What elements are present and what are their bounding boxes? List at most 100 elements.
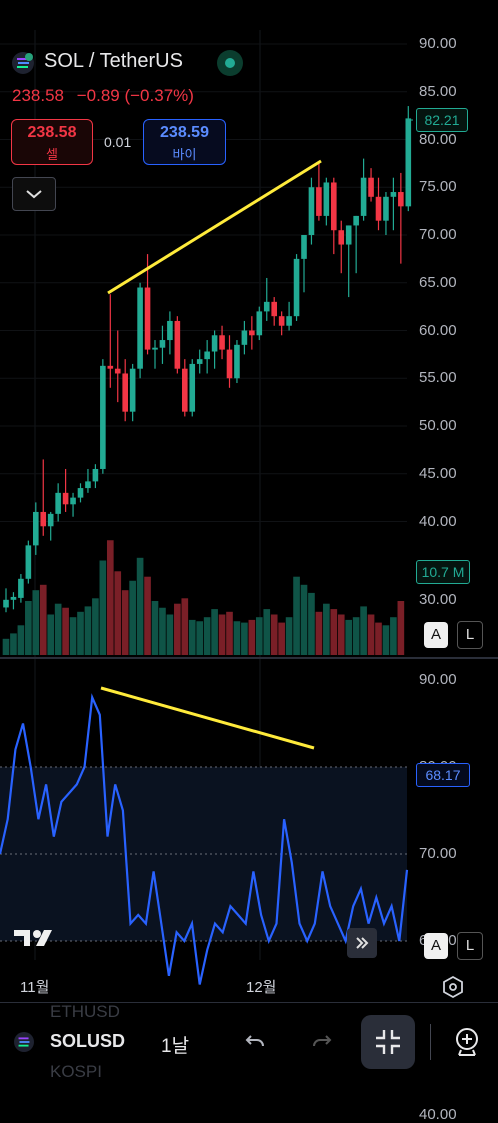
volume-bar <box>159 607 166 655</box>
candle <box>100 359 106 474</box>
candle <box>390 177 397 231</box>
price-axis-tick: 30.00 <box>419 590 457 608</box>
sell-button[interactable]: 238.58 셀 <box>11 119 93 165</box>
redo-button[interactable] <box>311 1032 333 1057</box>
volume-bar <box>255 617 263 655</box>
volume-bar <box>285 617 293 655</box>
price-axis-tick: 65.00 <box>419 273 457 291</box>
candle <box>40 459 47 536</box>
volume-bar <box>114 571 122 655</box>
candle <box>174 316 181 374</box>
volume-bar <box>323 603 330 655</box>
candle <box>107 294 114 388</box>
volume-bar <box>337 614 345 655</box>
double-chevron-right-icon <box>356 937 369 949</box>
candle <box>271 297 277 326</box>
volume-bar <box>248 619 256 655</box>
candle <box>189 359 196 417</box>
sell-label: 셀 <box>46 147 58 162</box>
symbol-picker-next[interactable]: KOSPI <box>50 1062 102 1081</box>
rsi-log-scale-button[interactable]: L <box>457 932 483 960</box>
last-price: 238.58 <box>12 86 64 105</box>
volume-bar <box>211 609 218 655</box>
toolbar-divider <box>430 1024 431 1060</box>
candle <box>278 311 285 336</box>
sell-price: 238.58 <box>27 124 77 141</box>
price-axis-tick: 85.00 <box>419 82 457 100</box>
candle <box>256 306 263 341</box>
volume-bar <box>174 603 181 655</box>
volume-bar <box>226 611 233 655</box>
candle <box>375 177 382 231</box>
chart-settings-button[interactable] <box>441 975 465 1004</box>
rsi-trendline[interactable] <box>100 686 315 750</box>
volume-bars <box>2 540 405 655</box>
rsi-axis-tick: 90.00 <box>419 671 457 688</box>
exit-fullscreen-button[interactable] <box>361 1015 415 1069</box>
candle <box>353 215 359 274</box>
price-auto-scale-button[interactable]: A <box>424 622 448 648</box>
symbol-picker-prev[interactable]: ETHUSD <box>50 1002 120 1021</box>
candle <box>211 330 218 369</box>
candle <box>152 340 158 369</box>
candle <box>182 359 188 417</box>
price-axis-tick: 60.00 <box>419 321 457 339</box>
volume-badge: 10.7 M <box>416 560 470 584</box>
hexagon-settings-icon <box>443 975 463 999</box>
rsi-auto-scale-button[interactable]: A <box>424 933 448 959</box>
undo-button[interactable] <box>244 1032 266 1057</box>
scroll-to-realtime-button[interactable] <box>347 928 377 958</box>
price-axis-tick: 40.00 <box>419 512 457 530</box>
volume-bar <box>77 611 84 655</box>
candle <box>62 468 69 512</box>
volume-bar <box>278 622 285 655</box>
candle <box>3 588 9 613</box>
candle <box>405 106 412 212</box>
volume-bar <box>308 592 315 655</box>
volume-bar <box>397 601 405 655</box>
candle <box>226 335 233 388</box>
candle <box>70 492 76 517</box>
buy-button[interactable]: 238.59 바이 <box>143 119 226 165</box>
price-log-scale-button[interactable]: L <box>457 621 483 649</box>
time-axis-label-nov: 11월 <box>20 979 50 996</box>
volume-bar <box>360 606 367 655</box>
candle <box>316 163 322 221</box>
add-alert-button[interactable] <box>452 1026 482 1063</box>
candle <box>308 177 315 245</box>
volume-bar <box>241 622 248 655</box>
collapse-legend-button[interactable] <box>12 177 56 211</box>
symbol-title[interactable]: SOL / TetherUS <box>44 50 183 72</box>
collapse-fullscreen-icon <box>376 1030 400 1054</box>
volume-bar <box>144 576 151 655</box>
candle <box>234 340 240 384</box>
candle <box>241 320 248 355</box>
candle <box>398 172 404 264</box>
buy-price: 238.59 <box>160 124 209 141</box>
price-trendline[interactable] <box>107 159 322 295</box>
symbol-selector[interactable]: SOLUSD <box>50 1031 126 1051</box>
price-axis-tick: 80.00 <box>419 130 457 148</box>
interval-selector[interactable]: 1날 <box>161 1036 190 1057</box>
volume-bar <box>151 601 159 655</box>
candle <box>360 158 367 221</box>
rsi-axis-tick: 70.00 <box>419 845 457 862</box>
candle <box>85 468 91 493</box>
volume-bar <box>136 557 144 655</box>
price-axis-tick: 45.00 <box>419 464 457 482</box>
candle <box>167 311 173 355</box>
volume-bar <box>233 621 241 655</box>
volume-bar <box>293 576 300 655</box>
candle <box>77 483 84 503</box>
chart-canvas[interactable] <box>0 0 498 1080</box>
volume-bar <box>39 584 47 655</box>
alarm-clock-plus-icon <box>456 1028 478 1056</box>
volume-bar <box>166 614 174 655</box>
candle <box>144 254 151 355</box>
buy-label: 바이 <box>172 147 197 162</box>
candle <box>196 349 203 374</box>
volume-bar <box>106 540 114 655</box>
candle <box>338 220 345 274</box>
rsi-axis-tick: 40.00 <box>419 1106 457 1123</box>
price-axis-tick: 50.00 <box>419 417 457 434</box>
